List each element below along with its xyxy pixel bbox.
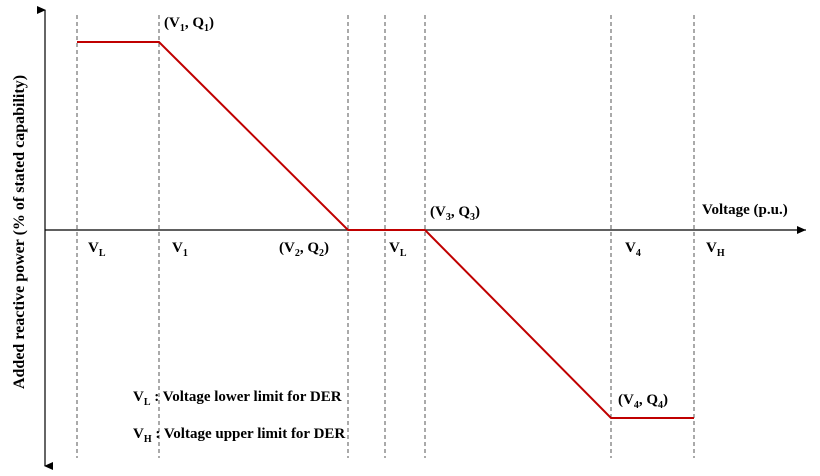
y-axis-label: Added reactive power (% of stated capabi…: [11, 75, 28, 389]
point-label-4: (V4​, Q4​): [618, 392, 668, 411]
point-label-1: (V1​, Q1​): [164, 15, 214, 34]
vline-label-4: VL​: [389, 240, 407, 259]
point-label-3: (V3​, Q3​): [430, 204, 480, 223]
point-labels: (V1​, Q1​) (V2​, Q2​) (V3​, Q3​) (V4​, Q4​): [164, 15, 668, 411]
legend: VL​ : Voltage lower limit for DER VH​ : V…: [133, 389, 345, 445]
point-label-2: (V2​, Q2​): [279, 240, 329, 259]
vline-label-6: V4​: [625, 240, 641, 259]
vertical-line-labels: VL​ V1​ VL​ V4​ VH​: [88, 240, 725, 259]
legend-item-2: VH​ : Voltage upper limit for DER: [133, 426, 345, 445]
x-axis-label: Voltage (p.u.): [702, 202, 788, 218]
vline-label-1: VL​: [88, 240, 106, 259]
vline-label-7: VH​: [706, 240, 725, 259]
vline-label-2: V1​: [172, 240, 188, 259]
volt-var-curve: [77, 41, 694, 419]
vertical-guide-lines: [76, 15, 695, 458]
legend-item-1: VL​ : Voltage lower limit for DER: [133, 389, 342, 408]
